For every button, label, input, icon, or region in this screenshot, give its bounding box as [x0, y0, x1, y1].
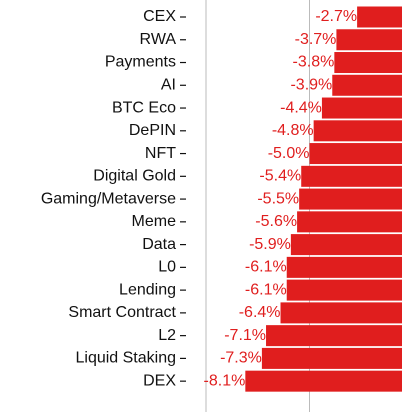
bar: [286, 256, 402, 278]
bar: [332, 74, 402, 96]
y-tick-label: Digital Gold: [93, 168, 176, 185]
bar: [299, 188, 402, 210]
value-label: -5.4%: [259, 168, 301, 185]
value-label: -5.9%: [249, 236, 291, 253]
value-label: -6.1%: [245, 259, 287, 276]
value-label: -7.3%: [220, 350, 262, 367]
y-tick-label: RWA: [140, 31, 177, 48]
y-tick-label: Meme: [132, 213, 177, 230]
bar: [280, 302, 402, 324]
bar: [336, 29, 402, 51]
value-label: -6.1%: [245, 281, 287, 298]
y-tick-label: Payments: [105, 54, 176, 71]
y-tick-label: Lending: [119, 281, 176, 298]
y-tick-label: CEX: [143, 8, 176, 25]
bar: [266, 325, 402, 347]
bar: [309, 143, 402, 165]
y-tick-label: Data: [142, 236, 176, 253]
bar: [313, 120, 402, 142]
bar: [261, 347, 402, 369]
bar: [334, 52, 402, 74]
value-label: -3.7%: [295, 31, 337, 48]
y-tick-label: Gaming/Metaverse: [41, 190, 176, 207]
value-label: -7.1%: [224, 327, 266, 344]
value-label: -5.6%: [255, 213, 297, 230]
bar: [321, 97, 402, 119]
value-label: -4.4%: [280, 99, 322, 116]
value-label: -8.1%: [204, 372, 246, 389]
value-label: -5.0%: [268, 145, 310, 162]
value-label: -3.9%: [290, 76, 332, 93]
y-tick-label: Smart Contract: [68, 304, 176, 321]
value-label: -5.5%: [257, 190, 299, 207]
y-tick-label: DePIN: [129, 122, 176, 139]
bar: [245, 370, 402, 392]
y-tick-label: BTC Eco: [112, 99, 176, 116]
y-tick-label: AI: [161, 76, 176, 93]
value-label: -3.8%: [293, 54, 335, 71]
bar: [297, 211, 402, 233]
y-tick-label: NFT: [145, 145, 176, 162]
y-tick-label: L0: [158, 259, 176, 276]
bar: [286, 279, 402, 301]
bar: [301, 165, 402, 187]
bar: [290, 234, 402, 256]
y-tick-label: Liquid Staking: [75, 350, 176, 367]
value-label: -6.4%: [239, 304, 281, 321]
bar: [357, 6, 402, 28]
value-label: -4.8%: [272, 122, 314, 139]
value-label: -2.7%: [315, 8, 357, 25]
y-tick-label: L2: [158, 327, 176, 344]
y-tick-label: DEX: [143, 372, 176, 389]
